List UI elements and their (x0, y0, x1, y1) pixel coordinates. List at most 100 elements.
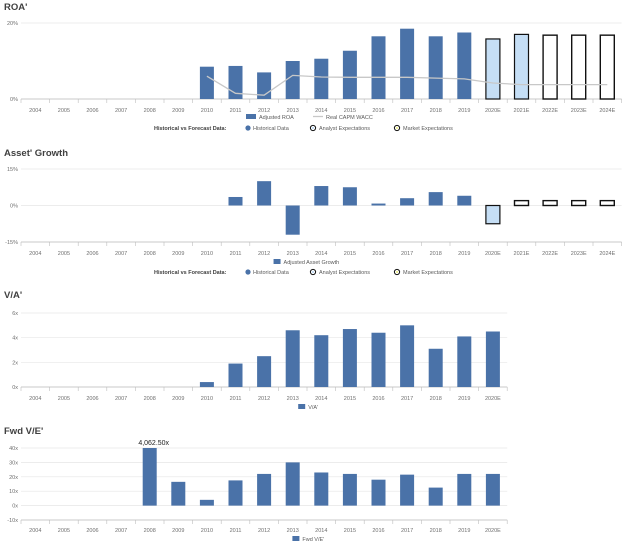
x-tick-label: 2008 (144, 396, 156, 402)
forecast-legend-title: Historical vs Forecast Data: (154, 126, 227, 132)
legend-label: Historical Data (253, 126, 290, 132)
x-tick-label: 2021E (514, 108, 530, 114)
bar-2020E (485, 473, 500, 506)
y-tick-label: 0% (10, 204, 18, 210)
x-tick-label: 2020E (485, 108, 501, 114)
x-tick-label: 2006 (86, 528, 98, 534)
x-tick-label: 2016 (372, 251, 384, 257)
y-tick-label: 0% (10, 97, 18, 103)
bar-2012 (257, 356, 272, 387)
x-tick-label: 2015 (344, 251, 356, 257)
x-tick-label: 2011 (230, 396, 242, 402)
bar-2021E (513, 199, 530, 207)
x-tick-label: 2024E (599, 108, 615, 114)
chart-2: Asset' Growth -15% 0% 15% 2004 2005 2006 2007 20… (4, 148, 622, 276)
chart-3: V/A' 0x 2x 4x 6x 2004 2005 2006 2007 2008 2009 2010… (4, 290, 508, 411)
y-tick-label: -10x (7, 518, 18, 524)
bar-2008 (142, 448, 157, 506)
bar-2019 (457, 195, 472, 206)
x-tick-label: 2004 (29, 528, 41, 534)
x-tick-label: 2014 (315, 108, 327, 114)
bar-2016 (371, 479, 386, 506)
x-tick-label: 2005 (58, 108, 70, 114)
y-tick-label: 10x (9, 489, 18, 495)
x-tick-label: 2004 (29, 108, 41, 114)
chart-title: Fwd V/E' (4, 426, 43, 437)
x-tick-label: 2005 (58, 251, 70, 257)
bar-2009 (171, 481, 186, 506)
bar-2011 (228, 196, 243, 206)
y-tick-label: 20x (9, 475, 18, 481)
x-tick-label: 2014 (315, 396, 327, 402)
y-tick-label: 15% (7, 167, 18, 173)
x-tick-label: 2017 (401, 396, 413, 402)
bar-2013 (285, 330, 300, 387)
x-tick-label: 2013 (287, 396, 299, 402)
historical-marker (245, 125, 251, 131)
legend-swatch-bar (273, 259, 281, 264)
x-tick-label: 2015 (344, 108, 356, 114)
chart-4: Fwd V/E' -10x 0x 10x 20x 30x 40x 2004 2005 2006 20… (4, 426, 508, 543)
bar-2018 (428, 348, 443, 387)
bar-2019 (457, 32, 472, 99)
bar-2023E (571, 34, 587, 100)
x-tick-label: 2013 (287, 251, 299, 257)
x-tick-label: 2010 (201, 251, 213, 257)
x-tick-label: 2010 (201, 108, 213, 114)
legend-label: Market Expectations (403, 270, 453, 276)
bar-2016 (371, 36, 386, 99)
x-tick-label: 2016 (372, 528, 384, 534)
x-tick-label: 2024E (599, 251, 615, 257)
legend-label: Real CAPM WACC (326, 115, 373, 121)
x-tick-label: 2005 (58, 396, 70, 402)
legend-label: Fwd V/E' (302, 537, 324, 543)
x-tick-label: 2019 (458, 251, 470, 257)
bar-2012 (257, 181, 272, 206)
x-tick-label: 2014 (315, 528, 327, 534)
bar-2014 (314, 472, 329, 506)
bar-2012 (257, 473, 272, 506)
market-marker-fill (395, 126, 399, 130)
bar-2017 (400, 474, 415, 506)
bar-2017 (400, 325, 415, 387)
x-tick-label: 2021E (514, 251, 530, 257)
bar-2022E (542, 199, 558, 207)
x-tick-label: 2011 (230, 528, 242, 534)
analyst-marker-fill (311, 126, 315, 130)
y-tick-label: 20% (7, 21, 18, 27)
legend-swatch-bar (292, 536, 300, 541)
legend-label: Market Expectations (403, 126, 453, 132)
bar-2018 (428, 36, 443, 99)
x-tick-label: 2011 (230, 251, 242, 257)
x-tick-label: 2016 (372, 108, 384, 114)
x-tick-label: 2012 (258, 396, 270, 402)
x-tick-label: 2023E (571, 108, 587, 114)
market-marker-fill (395, 270, 399, 274)
x-tick-label: 2008 (144, 108, 156, 114)
legend-label: Adjusted Asset Growth (284, 260, 340, 266)
bar-2019 (457, 336, 472, 387)
chart-title: ROA' (4, 2, 27, 13)
chart-title: Asset' Growth (4, 148, 68, 159)
x-tick-label: 2013 (287, 108, 299, 114)
bar-2021E (513, 33, 530, 100)
bar-2022E (542, 34, 558, 100)
bar-2015 (342, 473, 357, 506)
x-tick-label: 2019 (458, 528, 470, 534)
legend-swatch-bar (246, 114, 256, 119)
y-tick-label: -15% (5, 240, 18, 246)
x-tick-label: 2010 (201, 528, 213, 534)
bar-2018 (428, 487, 443, 506)
bar-2015 (342, 329, 357, 387)
legend-label: Historical Data (253, 270, 290, 276)
x-tick-label: 2014 (315, 251, 327, 257)
chart-1: ROA' 0% 20% 2004 2005 2006 2007 2008 2009 2010 201… (4, 2, 622, 132)
x-tick-label: 2023E (571, 251, 587, 257)
legend-label: Analyst Expectations (319, 270, 370, 276)
legend-label: V/A' (308, 405, 318, 411)
legend-swatch-bar (298, 404, 306, 409)
x-tick-label: 2004 (29, 396, 41, 402)
x-tick-label: 2015 (344, 396, 356, 402)
x-tick-label: 2009 (172, 108, 184, 114)
